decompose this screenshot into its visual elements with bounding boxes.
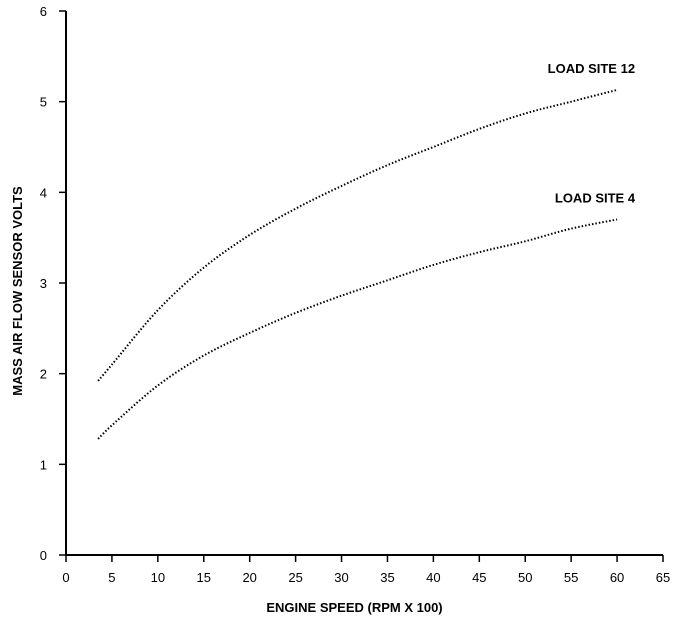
series-label-2: LOAD SITE 4 <box>555 191 636 206</box>
y-tick-label: 5 <box>40 95 47 110</box>
series-layer: LOAD SITE 12 LOAD SITE 4 <box>97 61 636 440</box>
y-axis-ticks: 0 1 2 3 4 5 6 <box>40 4 66 563</box>
x-tick-label: 30 <box>334 570 348 585</box>
y-tick-label: 3 <box>40 276 47 291</box>
y-tick-label: 0 <box>40 548 47 563</box>
x-tick-label: 55 <box>564 570 578 585</box>
x-axis-title: ENGINE SPEED (RPM X 100) <box>266 600 442 615</box>
x-tick-label: 60 <box>610 570 624 585</box>
series-label-1: LOAD SITE 12 <box>548 61 635 76</box>
series-line-2 <box>97 218 618 440</box>
x-tick-label: 25 <box>288 570 302 585</box>
x-tick-label: 15 <box>197 570 211 585</box>
series-line-1 <box>97 88 618 382</box>
x-tick-label: 50 <box>518 570 532 585</box>
y-tick-label: 4 <box>40 185 47 200</box>
x-tick-label: 20 <box>242 570 256 585</box>
y-tick-label: 1 <box>40 457 47 472</box>
x-tick-label: 10 <box>151 570 165 585</box>
y-axis-title: MASS AIR FLOW SENSOR VOLTS <box>10 186 25 396</box>
x-tick-label: 35 <box>380 570 394 585</box>
x-tick-label: 5 <box>108 570 115 585</box>
x-tick-label: 0 <box>62 570 69 585</box>
y-tick-label: 6 <box>40 4 47 19</box>
x-axis-ticks: 0 5 10 15 20 25 30 35 40 45 50 55 60 65 <box>62 555 670 585</box>
x-tick-label: 45 <box>472 570 486 585</box>
x-tick-label: 40 <box>426 570 440 585</box>
y-tick-label: 2 <box>40 367 47 382</box>
x-tick-label: 65 <box>656 570 670 585</box>
